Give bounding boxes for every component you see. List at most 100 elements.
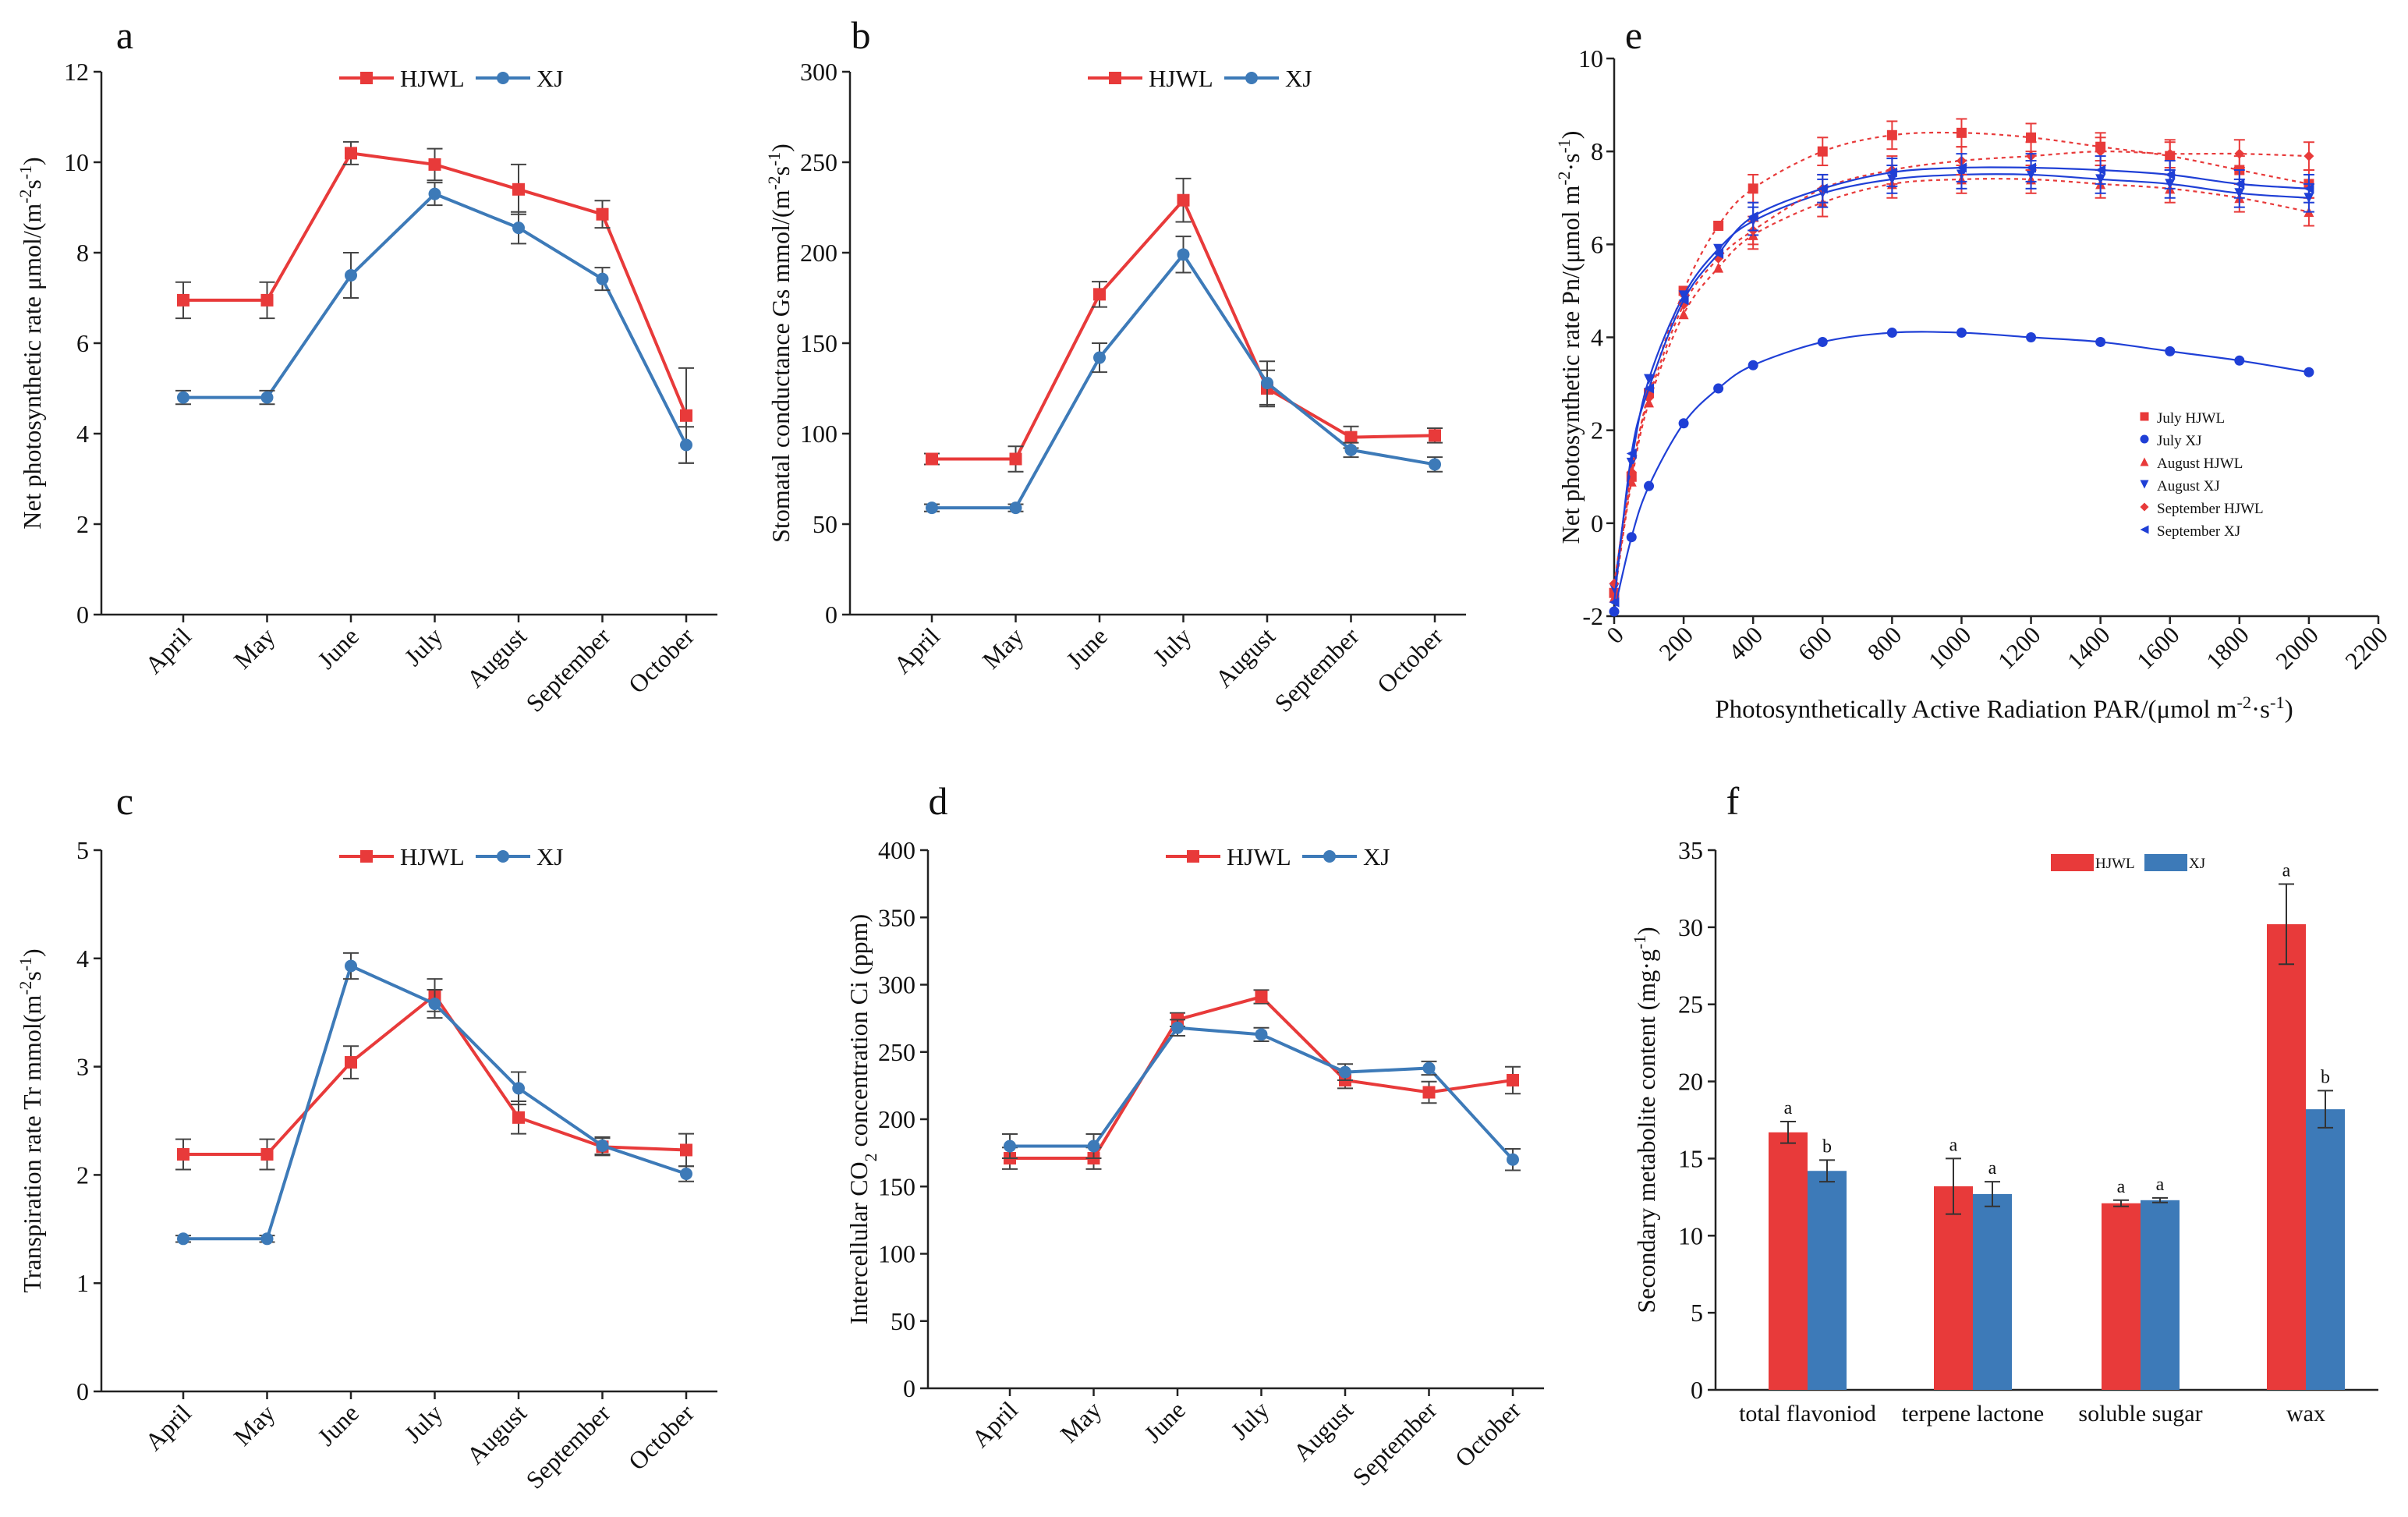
y-axis-label-part-2: s xyxy=(18,179,46,189)
x-tick-label: June xyxy=(312,1398,364,1451)
y-tick-label: 1 xyxy=(76,1269,89,1297)
data-point-September HJWL xyxy=(2095,146,2106,157)
y-tick-label: 0 xyxy=(1591,509,1603,537)
bar-HJWL xyxy=(1769,1132,1808,1390)
x-tick-label: August xyxy=(461,622,532,693)
significance-letter: a xyxy=(1988,1158,1997,1179)
x-tick-label: 0 xyxy=(1601,621,1629,649)
x-tick-label: 1400 xyxy=(2062,621,2116,675)
fit-curve-September XJ xyxy=(1613,166,2309,603)
data-point-July XJ xyxy=(1678,418,1689,429)
y-axis-label-part-0: Secondary metabolite content (mg·g xyxy=(1632,949,1660,1313)
data-point-September XJ xyxy=(1748,211,1758,222)
data-point-XJ xyxy=(512,1082,525,1095)
legend-marker xyxy=(497,72,509,84)
y-axis-label-part-0: Net photosynthetic rate Pn/(μmol m xyxy=(1556,186,1585,544)
y-tick-label: 15 xyxy=(1678,1144,1703,1172)
x-tick-label: October xyxy=(623,622,700,699)
y-tick-label: 0 xyxy=(1691,1376,1703,1404)
bar-HJWL xyxy=(1934,1186,1973,1390)
y-axis-label-part-2: ) xyxy=(1632,927,1660,935)
fit-curve-September HJWL xyxy=(1613,151,2309,584)
fit-curve-August XJ xyxy=(1613,173,2309,589)
data-point-XJ xyxy=(1009,502,1022,515)
legend-marker xyxy=(2140,525,2149,534)
y-tick-label: 200 xyxy=(878,1105,915,1133)
x-tick-label: 200 xyxy=(1653,621,1698,666)
data-point-July HJWL xyxy=(2026,132,2037,143)
y-tick-label: 400 xyxy=(878,836,915,864)
data-point-July XJ xyxy=(1956,328,1967,338)
data-point-July XJ xyxy=(1748,360,1758,370)
y-axis-label-part-0: Net photosynthetic rate μmol/(m xyxy=(18,204,46,530)
y-axis-label: Transpiration rate Tr mmol(m-2s-1) xyxy=(16,948,46,1292)
data-point-XJ xyxy=(596,272,609,285)
x-tick-label: August xyxy=(1287,1395,1358,1466)
x-tick-label: September xyxy=(520,1398,615,1494)
data-point-HJWL xyxy=(260,1148,274,1161)
x-axis-label-part-2: ·s xyxy=(2251,696,2270,724)
data-point-HJWL xyxy=(1344,431,1358,444)
x-tick-label: August xyxy=(1209,622,1280,693)
panel-letter-b: b xyxy=(852,13,871,57)
y-axis-label-part-1: -2 xyxy=(765,175,784,190)
y-axis-label-part-3: -1 xyxy=(16,165,35,179)
y-tick-label: 30 xyxy=(1678,913,1703,941)
legend-label-XJ: XJ xyxy=(2189,856,2205,872)
data-point-XJ xyxy=(1171,1021,1184,1034)
y-tick-label: 35 xyxy=(1678,836,1703,864)
y-axis-label-part-0: Intercellular CO xyxy=(845,1161,873,1324)
x-axis-label-part-0: Photosynthetically Active Radiation PAR/… xyxy=(1715,696,2236,724)
y-tick-label: 250 xyxy=(800,148,837,176)
legend-marker xyxy=(1109,72,1121,84)
panel-b: b 0 50 100 150 200 250 300 April May June July Augus… xyxy=(765,13,1466,718)
x-tick-label: 1000 xyxy=(1923,621,1977,675)
bar-HJWL xyxy=(2102,1203,2141,1390)
data-point-September HJWL xyxy=(2165,148,2176,159)
panel-letter-d: d xyxy=(929,779,948,823)
y-tick-label: 350 xyxy=(878,903,915,931)
data-point-HJWL xyxy=(926,452,938,466)
significance-letter: b xyxy=(2321,1067,2330,1087)
y-tick-label: 25 xyxy=(1678,991,1703,1019)
x-tick-label: September xyxy=(1269,622,1364,717)
x-tick-label: April xyxy=(966,1395,1023,1452)
y-axis-label-part-0: Stomatal conductance Gs mmol/(m xyxy=(767,190,795,542)
data-point-XJ xyxy=(345,959,357,973)
data-point-July XJ xyxy=(1817,336,1828,347)
y-tick-label: 150 xyxy=(878,1172,915,1200)
y-tick-label: 2 xyxy=(76,510,89,538)
data-point-August XJ xyxy=(1678,290,1689,301)
data-point-August XJ xyxy=(1713,243,1724,254)
legend-marker xyxy=(360,850,373,863)
x-tick-label: October xyxy=(623,1398,700,1476)
data-point-September XJ xyxy=(2026,162,2037,173)
bar-XJ xyxy=(2141,1200,2180,1390)
data-point-HJWL xyxy=(512,1111,525,1124)
data-point-September XJ xyxy=(1609,597,1620,608)
series-line-XJ xyxy=(1010,1026,1514,1161)
legend-label-XJ: XJ xyxy=(536,843,563,870)
data-point-July HJWL xyxy=(1817,146,1828,157)
x-tick-label: April xyxy=(888,622,945,679)
data-point-XJ xyxy=(596,1139,609,1152)
y-axis-label: Net photosynthetic rate μmol/(m-2s-1) xyxy=(16,157,46,529)
legend-label-XJ: XJ xyxy=(1285,65,1312,92)
data-point-September XJ xyxy=(2234,179,2245,190)
y-tick-label: 12 xyxy=(64,58,89,86)
legend-label-HJWL: HJWL xyxy=(400,843,465,870)
x-tick-label: June xyxy=(312,622,364,674)
bar-HJWL xyxy=(2267,923,2306,1390)
x-axis-label-part-1: -2 xyxy=(2236,693,2251,712)
legend-label-July-HJWL: July HJWL xyxy=(2157,410,2225,427)
x-tick-label: July xyxy=(398,622,448,671)
y-tick-label: 8 xyxy=(1591,137,1603,165)
y-tick-label: 150 xyxy=(800,329,837,357)
x-axis-label-part-4: ) xyxy=(2285,696,2293,724)
data-point-XJ xyxy=(1429,458,1441,471)
significance-letter: a xyxy=(2282,860,2291,881)
data-point-XJ xyxy=(1177,248,1190,261)
legend-marker xyxy=(1187,850,1199,863)
